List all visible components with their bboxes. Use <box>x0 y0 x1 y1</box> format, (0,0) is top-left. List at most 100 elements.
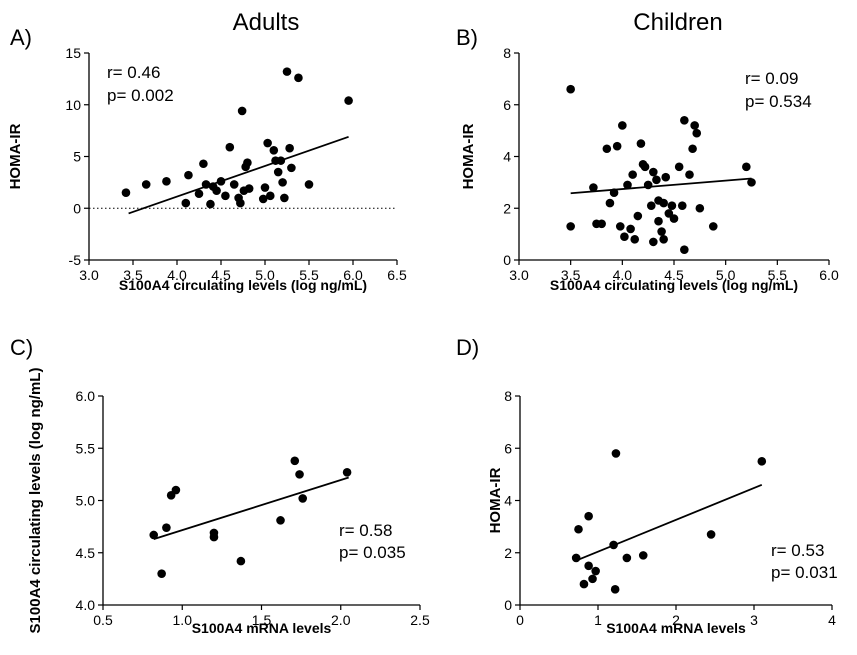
panel-a-x-axis-label: S100A4 circulating levels (log ng/mL) <box>119 277 367 293</box>
panel-b-x-tick-label: 5.0 <box>716 267 736 283</box>
panel-d-fit-line <box>575 483 763 562</box>
panel-b-data-point <box>649 237 658 247</box>
panel-d-data-point <box>610 585 620 594</box>
panel-b-data-point <box>609 188 619 198</box>
panel-b-y-tick-label: 8 <box>503 45 511 61</box>
panel-d-data-point <box>591 566 600 576</box>
panel-b-data-point <box>602 144 612 154</box>
panel-c-x-tick-label: 0.5 <box>93 612 113 628</box>
panel-a-data-point <box>237 106 247 116</box>
panel-a-fit-line <box>128 135 349 215</box>
panel-c-x-tick-label: 1.5 <box>252 612 272 628</box>
panel-a-data-point <box>294 73 303 83</box>
panels: A)3.0 3.5 4.0 4.5 5.0 5.5 6.0 6.5-5051015S100A4… <box>7 25 839 636</box>
panel-b-data-point <box>708 222 718 231</box>
panel-a-y-axis-label: HOMA-IR <box>7 123 24 189</box>
panel-a-data-point <box>263 138 272 148</box>
panel-a-y-tick-label: 0 <box>73 200 81 216</box>
panel-c-x-tick-label: 2.0 <box>331 612 351 628</box>
panel-a-x-tick-label: 3.5 <box>123 267 143 283</box>
panel-b-x-tick-label: 3.0 <box>509 267 529 283</box>
panel-a-data-point <box>221 191 230 201</box>
panel-b-data-point <box>628 170 637 179</box>
panel-d-data-point <box>609 540 618 550</box>
panel-b-data-point <box>659 198 668 208</box>
panel-d-data-point <box>584 511 593 521</box>
panel-b-data-point <box>680 115 689 125</box>
panel-a-data-point <box>260 183 270 192</box>
panel-b-x-tick-label: 4.5 <box>664 267 684 283</box>
panel-b-data-point <box>674 162 684 172</box>
panel-a-data-point <box>304 180 314 189</box>
panel-a-x-tick-label: 5.0 <box>255 267 275 283</box>
panel-a-x-tick-label: 3.0 <box>79 267 99 283</box>
panel-a-x-tick-label: 5.5 <box>299 267 319 283</box>
panel-b-data-point <box>636 139 646 148</box>
panel-c-data-point <box>290 456 300 466</box>
panel-d-stat-r: r= 0.53 <box>771 541 824 560</box>
panel-d-data-point <box>757 457 767 466</box>
panel-b-data-point <box>623 180 632 190</box>
panel-c-data-point <box>295 470 304 479</box>
panel-a-x-tick-label: 4.0 <box>167 267 187 283</box>
panel-a-data-point <box>282 67 292 76</box>
panel-a-data-point <box>181 198 191 208</box>
panel-b-data-point <box>618 121 627 130</box>
panel-a-data-point <box>236 198 245 208</box>
panel-a-data-point <box>199 159 208 169</box>
panel-c-data-point <box>171 485 181 495</box>
panel-b-data-point <box>677 201 687 210</box>
panel-a-data-point <box>280 193 289 203</box>
panel-a-data-point <box>243 158 252 168</box>
panel-a-data-point <box>194 189 204 199</box>
panel-d-letter: D) <box>456 335 479 360</box>
panel-c-stat-p: p= 0.035 <box>339 543 406 562</box>
panel-a-data-point <box>285 143 294 153</box>
panel-c-data-point <box>298 494 308 503</box>
panel-b-data-point <box>633 211 643 221</box>
panel-d-y-tick-label: 2 <box>504 545 512 561</box>
panel-a-stat-p: p= 0.002 <box>107 86 174 105</box>
panel-b-data-point <box>692 128 702 138</box>
panel-b-x-tick-label: 6.0 <box>819 267 839 283</box>
panel-d-data-point <box>584 561 593 571</box>
panel-b-data-point <box>688 144 697 154</box>
panel-a-data-point <box>141 180 151 189</box>
panel-b-y-tick-label: 4 <box>503 149 511 165</box>
panel-d-data-point <box>622 553 632 563</box>
panel-b-stat-r: r= 0.09 <box>745 69 798 88</box>
panel-d: D) 0 1 2 3 4 0 2 4 6 8 S100A4 mRNA levels HOMA-IR r= … <box>456 335 838 636</box>
panel-b-data-point <box>652 175 661 185</box>
panel-b-data-point <box>695 203 705 213</box>
adults-column-title: Adults <box>233 9 300 36</box>
panel-d-x-tick-label: 1 <box>594 612 602 628</box>
panel-b-data-point <box>685 170 694 179</box>
panel-d-x-tick-label: 2 <box>672 612 680 628</box>
panel-b-data-point <box>646 201 656 210</box>
panel-b-data-point <box>649 167 658 177</box>
panel-b-data-point <box>747 178 756 187</box>
panel-c-y-tick-label: 6.0 <box>76 388 96 404</box>
panel-b-data-point <box>626 224 635 234</box>
panel-b-data-point <box>612 141 622 151</box>
panel-a-y-tick-label: 5 <box>73 149 81 165</box>
panel-b-data-point <box>615 222 625 231</box>
panel-b-fit-line <box>570 177 752 195</box>
panel-c-data-point <box>276 516 285 525</box>
panel-b-stat-p: p= 0.534 <box>745 92 812 111</box>
panel-a-x-tick-label: 4.5 <box>211 267 231 283</box>
panel-c-x-axis-label: S100A4 mRNA levels <box>192 620 332 636</box>
panel-a: A) 3.0 3.5 4.0 4.5 5.0 5.5 6.0 6.5 -5 0 5 10 15 S100A4… <box>7 25 407 293</box>
panel-a-data-point <box>276 156 286 165</box>
panel-a-y-tick-label: -5 <box>69 252 82 268</box>
panel-b-data-point <box>661 172 671 182</box>
panel-b-x-axis-label: S100A4 circulating levels (log ng/mL) <box>550 277 798 293</box>
panel-b-data-point <box>620 232 629 242</box>
panel-c-y-tick-label: 5.0 <box>76 493 96 509</box>
panel-b-y-tick-label: 6 <box>503 97 511 113</box>
panel-c-x-tick-label: 2.5 <box>410 612 430 628</box>
panel-b-data-point <box>566 222 575 231</box>
panel-b-data-point <box>654 216 663 226</box>
panel-d-y-tick-label: 8 <box>504 388 512 404</box>
panel-b-data-point <box>605 198 615 208</box>
